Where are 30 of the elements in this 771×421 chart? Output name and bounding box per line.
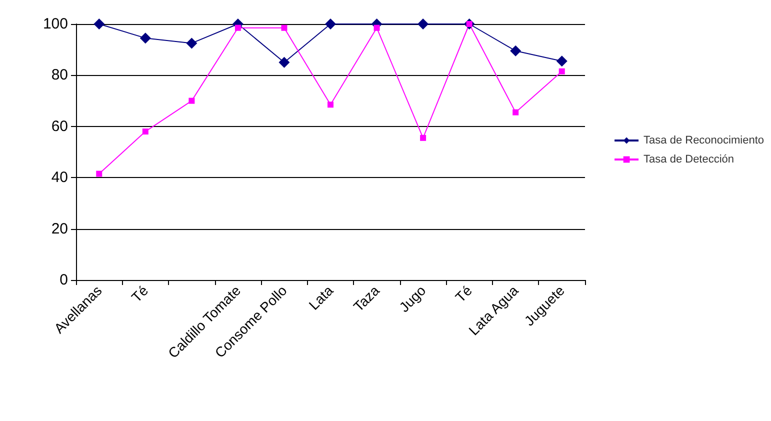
y-tick-label: 20 bbox=[51, 220, 68, 238]
point bbox=[140, 32, 151, 44]
point bbox=[418, 18, 429, 30]
point bbox=[558, 68, 565, 74]
point bbox=[281, 24, 288, 31]
y-tick-label: 40 bbox=[51, 169, 68, 186]
y-tick-label: 60 bbox=[51, 118, 68, 135]
point bbox=[186, 38, 198, 49]
legend-label: Tasa de Reconocimiento bbox=[644, 134, 764, 146]
point bbox=[142, 128, 148, 135]
point bbox=[510, 45, 522, 56]
point bbox=[234, 24, 241, 31]
x-tick-label: Lata bbox=[306, 282, 336, 313]
point bbox=[325, 18, 336, 30]
point bbox=[328, 102, 334, 108]
y-tick-label: 100 bbox=[42, 16, 68, 32]
point bbox=[374, 24, 380, 31]
point bbox=[96, 170, 102, 177]
x-tick-label: Té bbox=[128, 282, 152, 306]
y-tick-label: 0 bbox=[60, 272, 68, 288]
point bbox=[420, 134, 426, 141]
point bbox=[512, 109, 519, 116]
point bbox=[278, 56, 290, 68]
point bbox=[556, 56, 568, 67]
y-tick-label: 80 bbox=[51, 66, 68, 84]
x-tick-label: Taza bbox=[350, 282, 383, 315]
x-tick-label: Té bbox=[452, 282, 476, 306]
legend-label: Tasa de Detección bbox=[644, 154, 734, 166]
point bbox=[94, 18, 105, 30]
point bbox=[188, 98, 195, 104]
